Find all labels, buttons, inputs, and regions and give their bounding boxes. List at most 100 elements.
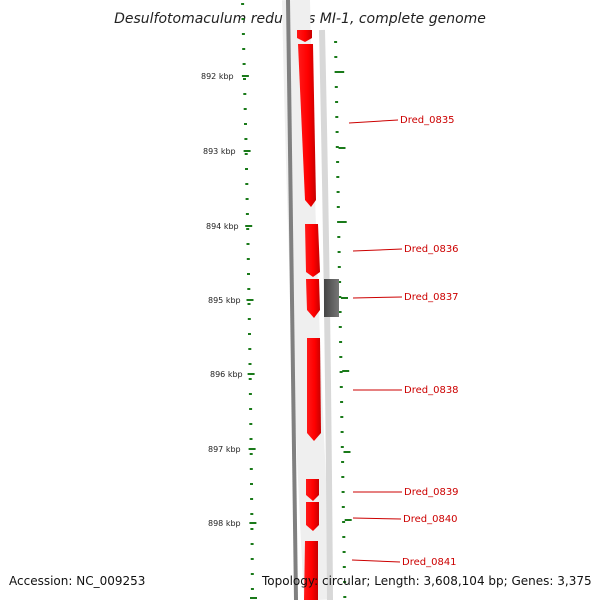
outer-tick: [339, 386, 343, 388]
outer-tick: [338, 296, 342, 298]
genome-backbone-line: [286, 0, 298, 600]
inner-tick: [242, 48, 246, 50]
outer-major-tick: [338, 147, 346, 149]
outer-major-tick: [339, 221, 347, 223]
inner-tick: [248, 363, 252, 365]
major-tick: [248, 448, 256, 450]
gene-label-dred-0840[interactable]: Dred_0840: [403, 514, 458, 525]
outer-tick: [336, 176, 340, 178]
outer-tick: [340, 446, 344, 448]
outer-tick: [337, 266, 341, 268]
scale-label-892: 892 kbp: [201, 72, 234, 81]
outer-tick: [343, 581, 347, 583]
outer-tick: [334, 71, 338, 73]
gene-labels: Dred_0835 Dred_0836 Dred_0837 Dred_0838 …: [400, 115, 459, 568]
outer-tick: [341, 476, 345, 478]
outer-tick: [341, 461, 345, 463]
inner-tick: [249, 423, 253, 425]
gene-feature-dred-0841[interactable]: [304, 541, 318, 600]
inner-tick: [249, 438, 253, 440]
inner-tick: [245, 213, 249, 215]
gene-feature-dred-0837[interactable]: [306, 279, 320, 318]
scale-label-897: 897 kbp: [208, 445, 241, 454]
outer-tick: [340, 416, 344, 418]
scale-labels: 892 kbp 893 kbp 894 kbp 895 kbp 896 kbp …: [201, 72, 243, 528]
inner-tick: [250, 543, 254, 545]
major-tick: [243, 150, 251, 152]
scale-label-898: 898 kbp: [208, 519, 241, 528]
inner-tick: [244, 123, 247, 125]
outer-tick: [340, 401, 344, 403]
outer-tick: [338, 311, 342, 313]
gene-label-leaders: [348, 119, 403, 563]
gene-label-dred-0836[interactable]: Dred_0836: [404, 244, 459, 255]
outer-tick: [335, 146, 339, 148]
outer-major-tick: [343, 451, 351, 453]
inner-tick: [247, 273, 250, 275]
inner-tick: [243, 78, 246, 80]
outer-major-tick: [344, 519, 352, 521]
inner-tick: [246, 258, 250, 260]
outer-major-tick: [342, 370, 350, 372]
gene-feature-dred-0837-other[interactable]: [324, 279, 339, 317]
gene-feature-dred-0836[interactable]: [305, 224, 320, 277]
outer-tick: [342, 536, 346, 538]
outer-tick: [334, 56, 338, 58]
gene-feature-dred-0840[interactable]: [306, 502, 319, 531]
inner-tick: [244, 153, 248, 155]
major-tick: [241, 75, 249, 77]
outer-major-tick: [341, 297, 348, 299]
major-tick: [247, 373, 255, 375]
inner-tick: [246, 228, 250, 230]
inner-tick: [246, 243, 250, 245]
outer-tick: [338, 281, 342, 283]
outer-tick: [338, 326, 342, 328]
inner-tick: [244, 138, 248, 140]
gene-features: [297, 30, 339, 600]
outer-tick: [342, 566, 346, 568]
major-tick: [250, 597, 257, 599]
outer-tick: [340, 431, 344, 433]
major-tick: [249, 522, 257, 524]
inner-tick: [249, 468, 253, 470]
inner-tick: [250, 528, 254, 530]
inner-tick: [250, 513, 254, 515]
gene-label-dred-0837[interactable]: Dred_0837: [404, 292, 459, 303]
outer-tick: [339, 356, 343, 358]
inner-tick: [245, 198, 249, 200]
inner-tick: [245, 168, 248, 170]
gene-label-dred-0838[interactable]: Dred_0838: [404, 385, 459, 396]
inner-tick: [250, 573, 254, 575]
gene-feature-top[interactable]: [297, 30, 312, 42]
accession-text: Accession: NC_009253: [9, 574, 146, 588]
inner-tick: [241, 33, 245, 35]
inner-tick: [245, 183, 249, 185]
outer-tick: [339, 341, 343, 343]
inner-tick-ring: [241, 3, 257, 599]
inner-tick: [248, 393, 252, 395]
gene-label-dred-0839[interactable]: Dred_0839: [404, 487, 459, 498]
scale-label-896: 896 kbp: [210, 370, 243, 379]
outer-tick: [342, 521, 346, 523]
inner-tick: [250, 498, 254, 500]
gene-feature-dred-0839[interactable]: [306, 479, 319, 501]
inner-tick: [248, 378, 252, 380]
major-tick: [245, 225, 253, 227]
outer-tick: [334, 86, 338, 88]
outer-tick: [336, 191, 340, 193]
gene-feature-dred-0838[interactable]: [307, 338, 321, 441]
inner-tick: [250, 483, 253, 485]
outer-tick: [335, 101, 339, 103]
inner-tick: [249, 408, 253, 410]
inner-tick: [247, 318, 251, 320]
outer-tick: [341, 491, 345, 493]
outer-tick: [334, 41, 338, 43]
gene-label-dred-0835[interactable]: Dred_0835: [400, 115, 455, 126]
outer-tick: [337, 236, 341, 238]
gene-feature-dred-0835[interactable]: [298, 44, 316, 207]
gene-label-dred-0841[interactable]: Dred_0841: [402, 557, 457, 568]
major-tick: [246, 299, 254, 301]
outer-tick: [336, 161, 340, 163]
inner-tick: [249, 453, 253, 455]
outer-tick: [343, 596, 347, 598]
